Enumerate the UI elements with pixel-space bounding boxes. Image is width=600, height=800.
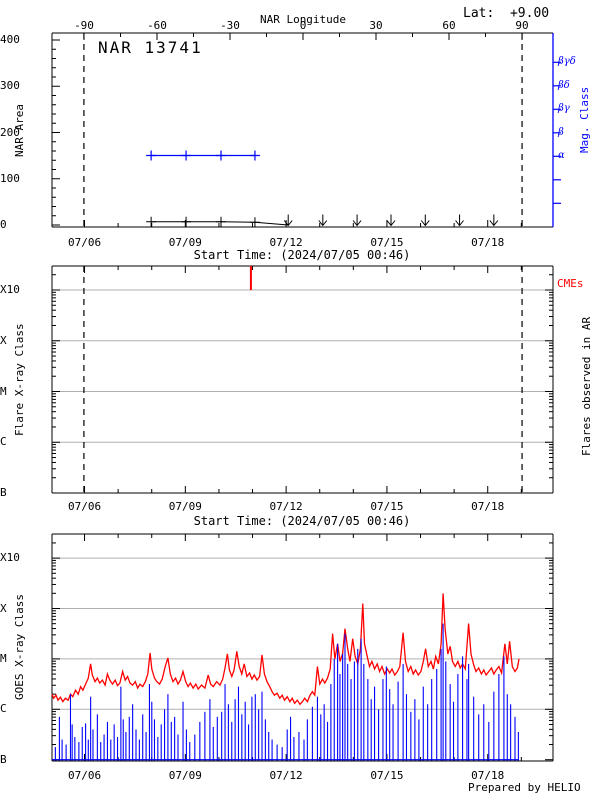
mag-class-tick-label: βγ — [558, 103, 570, 115]
date-tick-label: 07/12 — [269, 236, 303, 249]
nar-area-marker — [249, 217, 260, 228]
date-tick-label: 07/09 — [168, 769, 202, 782]
below-threshold-arrow — [489, 214, 499, 227]
flare-class-tick-label: X10 — [0, 283, 20, 296]
region-title: NAR 13741 — [98, 38, 203, 57]
flare-class-tick-label: X — [0, 333, 7, 347]
date-tick-label: 07/15 — [370, 236, 404, 249]
date-tick-label: 07/09 — [168, 236, 202, 249]
latitude-label: Lat: +9.00 — [463, 6, 550, 21]
flare-class-tick-label: B — [0, 486, 7, 499]
credit-label: Prepared by HELIO — [468, 781, 581, 794]
nar-area-marker — [181, 216, 192, 227]
date-tick-label: 07/06 — [67, 769, 102, 782]
below-threshold-arrow — [455, 214, 464, 227]
date-tick-label: 07/12 — [269, 500, 303, 513]
date-tick-label: 07/15 — [370, 500, 404, 513]
goes-long-series — [51, 593, 520, 706]
below-threshold-arrow — [420, 214, 430, 227]
flare-class-tick-label: M — [0, 384, 7, 398]
goes-class-axis-title: GOES X-ray Class — [13, 594, 26, 700]
longitude-tick-label: 90 — [515, 19, 529, 32]
mag-class-marker — [249, 150, 260, 161]
goes-class-tick-label: C — [0, 702, 7, 716]
nar-area-tick-label: 200 — [0, 125, 20, 139]
below-threshold-arrow — [386, 214, 396, 227]
flares-observed-label: Flares observed in AR — [580, 316, 593, 456]
date-tick-label: 07/18 — [471, 236, 505, 249]
goes-class-tick-label: B — [0, 752, 7, 766]
date-tick-label: 07/18 — [471, 769, 505, 782]
date-tick-label: 07/18 — [471, 500, 505, 513]
nar-area-marker — [146, 216, 157, 227]
nar-area-tick-label: 0 — [0, 218, 7, 231]
cme-label: CMEs — [557, 277, 584, 290]
below-threshold-arrow — [318, 214, 328, 227]
below-threshold-arrow — [283, 214, 293, 227]
nar-area-tick-label: 400 — [0, 33, 20, 46]
longitude-tick-label: -60 — [147, 19, 167, 32]
date-tick-label: 07/12 — [269, 769, 303, 782]
flare-class-tick-label: C — [0, 435, 7, 449]
mag-class-marker — [146, 150, 157, 161]
nar-area-tick-label: 300 — [0, 79, 20, 93]
longitude-tick-label: 0 — [299, 19, 307, 32]
below-threshold-arrow — [352, 214, 362, 227]
longitude-tick-label: 30 — [369, 19, 383, 32]
date-tick-label: 07/15 — [370, 769, 404, 782]
nar-area-tick-label: 100 — [0, 171, 20, 185]
date-tick-label: 07/09 — [168, 500, 202, 513]
goes-class-tick-label: X10 — [0, 551, 20, 565]
mag-class-tick-label: β — [558, 126, 564, 138]
longitude-tick-label: -30 — [220, 19, 240, 32]
nar-area-line — [151, 221, 289, 226]
mag-class-marker — [181, 150, 192, 161]
mag-class-marker — [216, 150, 227, 161]
longitude-tick-label: 60 — [442, 19, 456, 32]
date-tick-label: 07/06 — [67, 236, 102, 249]
goes-class-tick-label: M — [0, 651, 7, 665]
start-time-label-top: Start Time: (2024/07/05 00:46) — [193, 248, 411, 262]
longitude-tick-label: -90 — [74, 19, 94, 32]
mag-class-tick-label: α — [558, 150, 565, 162]
date-tick-label: 07/06 — [67, 500, 102, 513]
flare-class-axis-title: Flare X-ray Class — [13, 323, 26, 436]
nar-area-marker — [216, 216, 227, 227]
mag-class-tick-label: βδ — [558, 79, 570, 91]
mag-class-tick-label: βγδ — [558, 56, 576, 68]
goes-class-tick-label: X — [0, 601, 7, 615]
mag-class-axis-title: Mag. Class — [578, 86, 591, 153]
start-time-label-middle: Start Time: (2024/07/05 00:46) — [193, 514, 411, 528]
longitude-axis-title: NAR Longitude — [259, 13, 347, 26]
